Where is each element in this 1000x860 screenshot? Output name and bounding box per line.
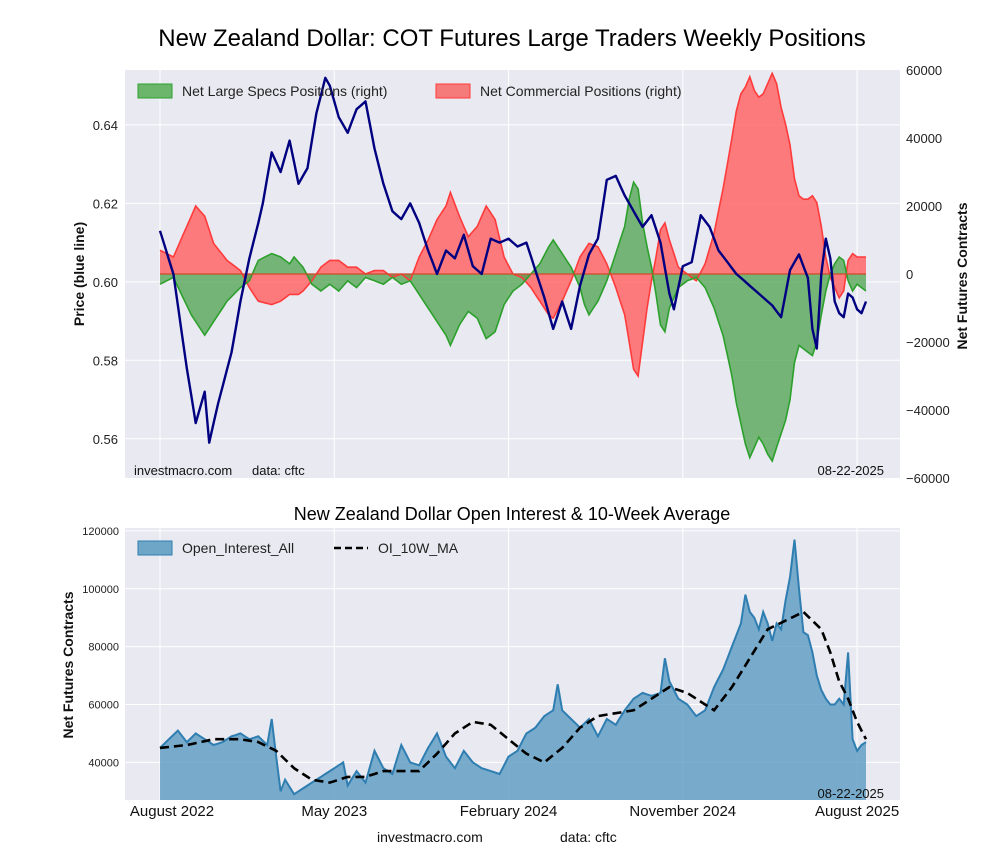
top-left-ylabel: Price (blue line) xyxy=(71,222,87,326)
top-right-axis: 60000 40000 20000 0 −20000 −40000 −60000 xyxy=(906,63,950,486)
legend-specs-label: Net Large Specs Positions (right) xyxy=(182,83,387,99)
oi-line xyxy=(159,539,867,796)
top-fills xyxy=(159,71,867,463)
right-tick-label: −60000 xyxy=(906,471,950,486)
left-tick-label: 0.62 xyxy=(93,196,118,211)
bottom-y-tick-label: 60000 xyxy=(88,700,119,712)
bottom-date-label: 08-22-2025 xyxy=(818,786,885,801)
right-tick-label: −40000 xyxy=(906,403,950,418)
x-tick-label: August 2022 xyxy=(130,803,214,820)
legend-oi-swatch xyxy=(137,540,173,556)
right-tick-label: 40000 xyxy=(906,131,942,146)
left-tick-label: 0.58 xyxy=(93,353,118,368)
bottom-y-tick-label: 80000 xyxy=(88,642,119,654)
chart-title: New Zealand Dollar: COT Futures Large Tr… xyxy=(158,25,865,52)
legend-commercial-label: Net Commercial Positions (right) xyxy=(480,83,682,99)
bottom-y-tick-label: 100000 xyxy=(82,584,119,596)
specs-line xyxy=(159,180,867,463)
right-tick-label: 60000 xyxy=(906,63,942,78)
ma-line xyxy=(159,610,868,784)
top-price-series xyxy=(158,76,868,444)
legend-specs-swatch xyxy=(137,83,173,99)
bottom-x-axis: August 2022 May 2023 February 2024 November… xyxy=(130,803,899,820)
right-tick-label: 20000 xyxy=(906,199,942,214)
footer-data: data: cftc xyxy=(560,829,617,845)
legend-commercial-swatch xyxy=(435,83,471,99)
bottom-ma-series xyxy=(159,610,868,784)
left-tick-label: 0.64 xyxy=(93,118,118,133)
x-tick-label: May 2023 xyxy=(301,803,367,820)
specs-area xyxy=(160,182,866,461)
x-tick-label: November 2024 xyxy=(629,803,736,820)
right-tick-label: 0 xyxy=(906,267,913,282)
legend-ma-label: OI_10W_MA xyxy=(378,540,459,556)
bottom-ylabel: Net Futures Contracts xyxy=(60,591,76,738)
bottom-title: New Zealand Dollar Open Interest & 10-We… xyxy=(294,504,731,524)
bottom-y-tick-label: 40000 xyxy=(88,757,119,769)
left-tick-label: 0.60 xyxy=(93,275,118,290)
bottom-oi-area xyxy=(159,539,867,800)
oi-area xyxy=(160,539,866,800)
top-legend: Net Large Specs Positions (right) Net Co… xyxy=(137,83,682,99)
top-credit-data: data: cftc xyxy=(252,463,305,478)
x-tick-label: August 2025 xyxy=(815,803,899,820)
footer-site: investmacro.com xyxy=(377,829,483,845)
left-tick-label: 0.56 xyxy=(93,432,118,447)
legend-oi-label: Open_Interest_All xyxy=(182,540,294,556)
bottom-y-axis: 40000 60000 80000 100000 120000 xyxy=(82,526,119,769)
price-line xyxy=(158,76,868,444)
top-left-axis: 0.56 0.58 0.60 0.62 0.64 xyxy=(93,118,118,447)
x-tick-label: February 2024 xyxy=(460,803,558,820)
bottom-legend: Open_Interest_All OI_10W_MA xyxy=(137,540,459,556)
bottom-y-tick-label: 120000 xyxy=(82,526,119,538)
top-credit-site: investmacro.com xyxy=(134,463,232,478)
commercial-area xyxy=(160,73,866,377)
top-right-ylabel: Net Futures Contracts xyxy=(954,202,970,349)
right-tick-label: −20000 xyxy=(906,335,950,350)
top-date-label: 08-22-2025 xyxy=(818,463,885,478)
